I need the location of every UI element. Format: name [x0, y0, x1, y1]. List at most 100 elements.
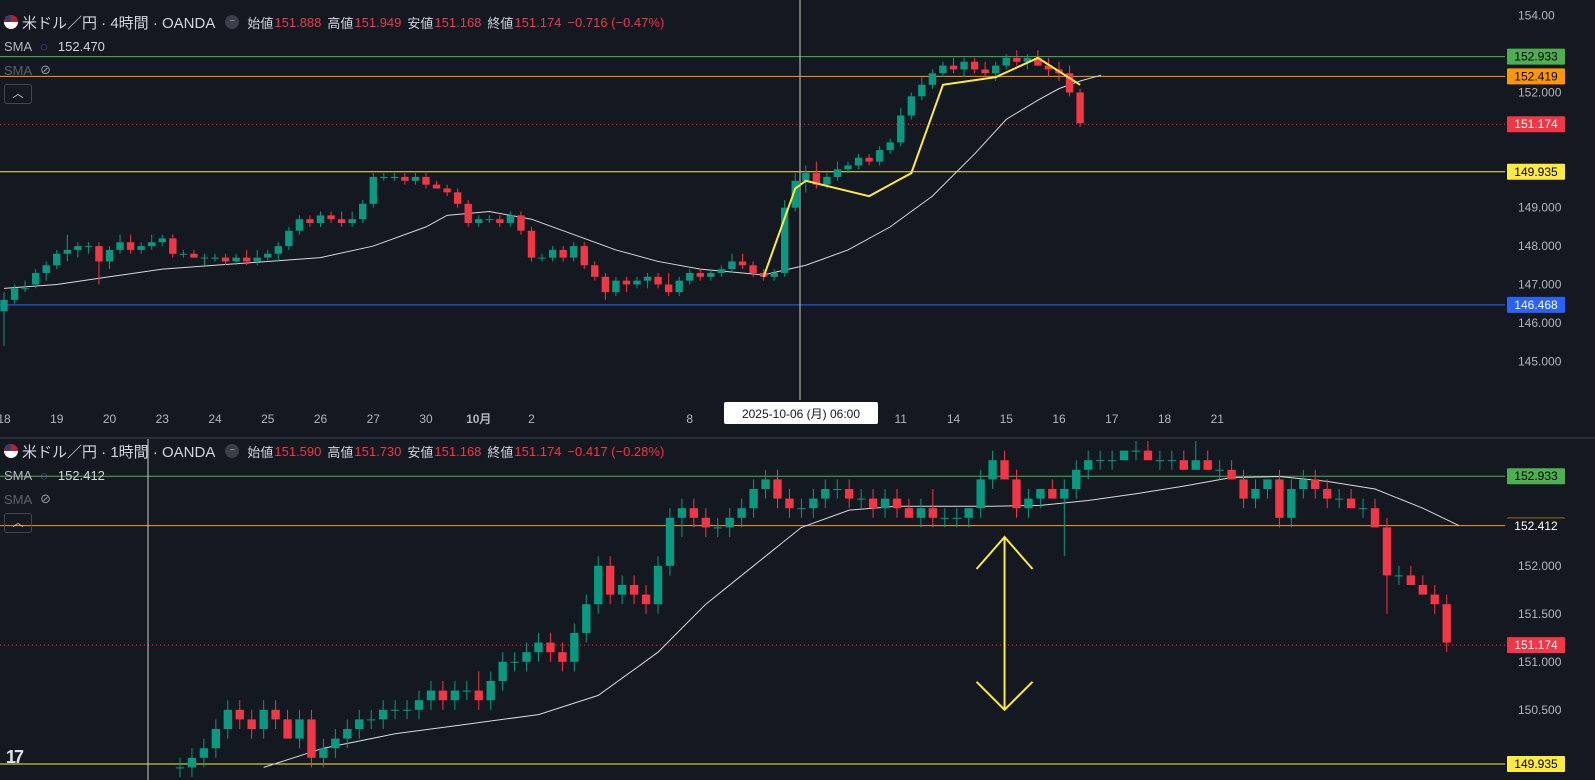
price-label-box	[1507, 756, 1565, 773]
candle-body	[606, 565, 615, 595]
candle-body	[259, 709, 268, 729]
candle-body	[443, 188, 451, 193]
trend-drawing-line	[762, 56, 1081, 278]
candle-body	[264, 253, 272, 258]
candle-body	[949, 65, 958, 70]
x-tick-label: 15	[1000, 412, 1014, 426]
eye-off-icon[interactable]: ⊘	[40, 62, 52, 77]
minus-icon[interactable]: −	[225, 444, 240, 458]
y-tick-label: 154.00	[1518, 9, 1555, 23]
chart-canvas-4h[interactable]: 145.000 146.000 147.000 148.000 149.000 152.0…	[0, 0, 1595, 437]
candle-body	[343, 729, 352, 739]
usdjpy-flag-icon	[4, 444, 18, 458]
double-arrow-head-down	[975, 681, 1034, 712]
candle-body	[411, 176, 420, 181]
x-tick-label: 23	[156, 412, 170, 426]
candle-body	[928, 73, 937, 85]
chart-pane-4h[interactable]: 145.000 146.000 147.000 148.000 149.000 152.0…	[0, 0, 1595, 439]
candle-body	[295, 719, 304, 739]
chart-canvas-1h[interactable]: 150.500 151.000 151.500 152.000 152.933 152.4…	[0, 439, 1595, 780]
candle-body	[897, 115, 905, 143]
price-label: 151.174	[1514, 638, 1558, 652]
candle-body	[1131, 450, 1141, 452]
candle-body	[1287, 489, 1296, 518]
candle-body	[1299, 479, 1308, 489]
candle-body	[981, 69, 989, 74]
candle-body	[510, 661, 519, 663]
candle-body	[952, 517, 961, 519]
candle-body	[960, 61, 968, 70]
minus-icon[interactable]: −	[225, 15, 240, 29]
candle-body	[875, 150, 884, 162]
candle-body	[773, 479, 782, 499]
candle-body	[390, 709, 400, 711]
candle-body	[665, 517, 675, 566]
candle-body	[414, 700, 424, 710]
candle-body	[390, 176, 399, 178]
x-tick-label: 24	[208, 412, 222, 426]
candle-body	[199, 748, 209, 758]
candle-body	[295, 219, 304, 231]
symbol-title[interactable]: 米ドル／円 · 4時間 · OANDA	[22, 14, 216, 32]
candle-body	[158, 238, 166, 243]
candle-body	[580, 246, 588, 266]
candle-body	[1024, 498, 1033, 509]
candle-body	[247, 719, 256, 729]
x-tick-label: 26	[314, 412, 328, 426]
candle-body	[474, 690, 483, 701]
x-tick-label: 14	[947, 412, 961, 426]
candle-body	[601, 276, 610, 293]
candle-body	[976, 479, 985, 509]
y-tick-label: 148.000	[1518, 239, 1562, 253]
chart-pane-1h[interactable]: 150.500 151.000 151.500 152.000 152.933 152.4…	[0, 439, 1595, 780]
candle-body	[1442, 604, 1451, 643]
candle-body	[0, 299, 8, 312]
candle-body	[833, 169, 842, 177]
loading-icon: ◌	[40, 467, 48, 483]
candle-body	[868, 498, 878, 509]
price-label-box	[1507, 468, 1565, 485]
sma-value: 152.412	[57, 467, 105, 483]
candle-body	[1048, 489, 1057, 499]
candle-body	[713, 527, 722, 529]
candle-body	[175, 767, 185, 769]
candle-body	[1000, 460, 1009, 480]
price-label: 152.419	[1514, 69, 1558, 83]
candle-body	[570, 633, 579, 662]
candle-body	[380, 176, 388, 178]
candle-body	[1143, 450, 1153, 461]
symbol-title[interactable]: 米ドル／円 · 1時間 · OANDA	[22, 443, 216, 461]
chevron-up-icon[interactable]: ︿	[4, 513, 32, 533]
candle-body	[453, 192, 462, 204]
candle-body	[1418, 585, 1427, 595]
chevron-up-icon[interactable]: ︿	[4, 84, 32, 104]
candle-body	[148, 242, 156, 247]
sma-indicator-hidden-label[interactable]: SMA	[4, 62, 33, 78]
candle-body	[475, 219, 483, 224]
candle-body	[1263, 479, 1272, 489]
candle-body	[1382, 527, 1392, 576]
sma-indicator-label[interactable]: SMA	[4, 38, 33, 54]
candle-body	[1076, 92, 1084, 124]
price-label: 149.935	[1514, 757, 1558, 771]
candle-body	[1370, 508, 1380, 528]
candle-body	[253, 257, 261, 262]
candle-body	[781, 207, 789, 273]
candle-body	[242, 257, 251, 262]
candle-body	[689, 508, 699, 518]
low-label: 安値	[407, 444, 434, 460]
candle-body	[591, 265, 599, 277]
candle-body	[359, 203, 367, 220]
candle-body	[594, 565, 603, 605]
sma-indicator-label[interactable]: SMA	[4, 467, 33, 483]
candle-body	[1034, 57, 1042, 66]
sma-indicator-hidden-label[interactable]: SMA	[4, 491, 33, 507]
candle-body	[522, 652, 531, 662]
price-label-box	[1507, 163, 1565, 180]
candle-body	[643, 276, 652, 281]
candle-body	[629, 585, 639, 595]
tradingview-logo-icon[interactable]: 17	[6, 747, 24, 767]
x-tick-label: 10月	[466, 412, 491, 426]
eye-off-icon[interactable]: ⊘	[40, 491, 52, 506]
candle-body	[274, 246, 282, 254]
